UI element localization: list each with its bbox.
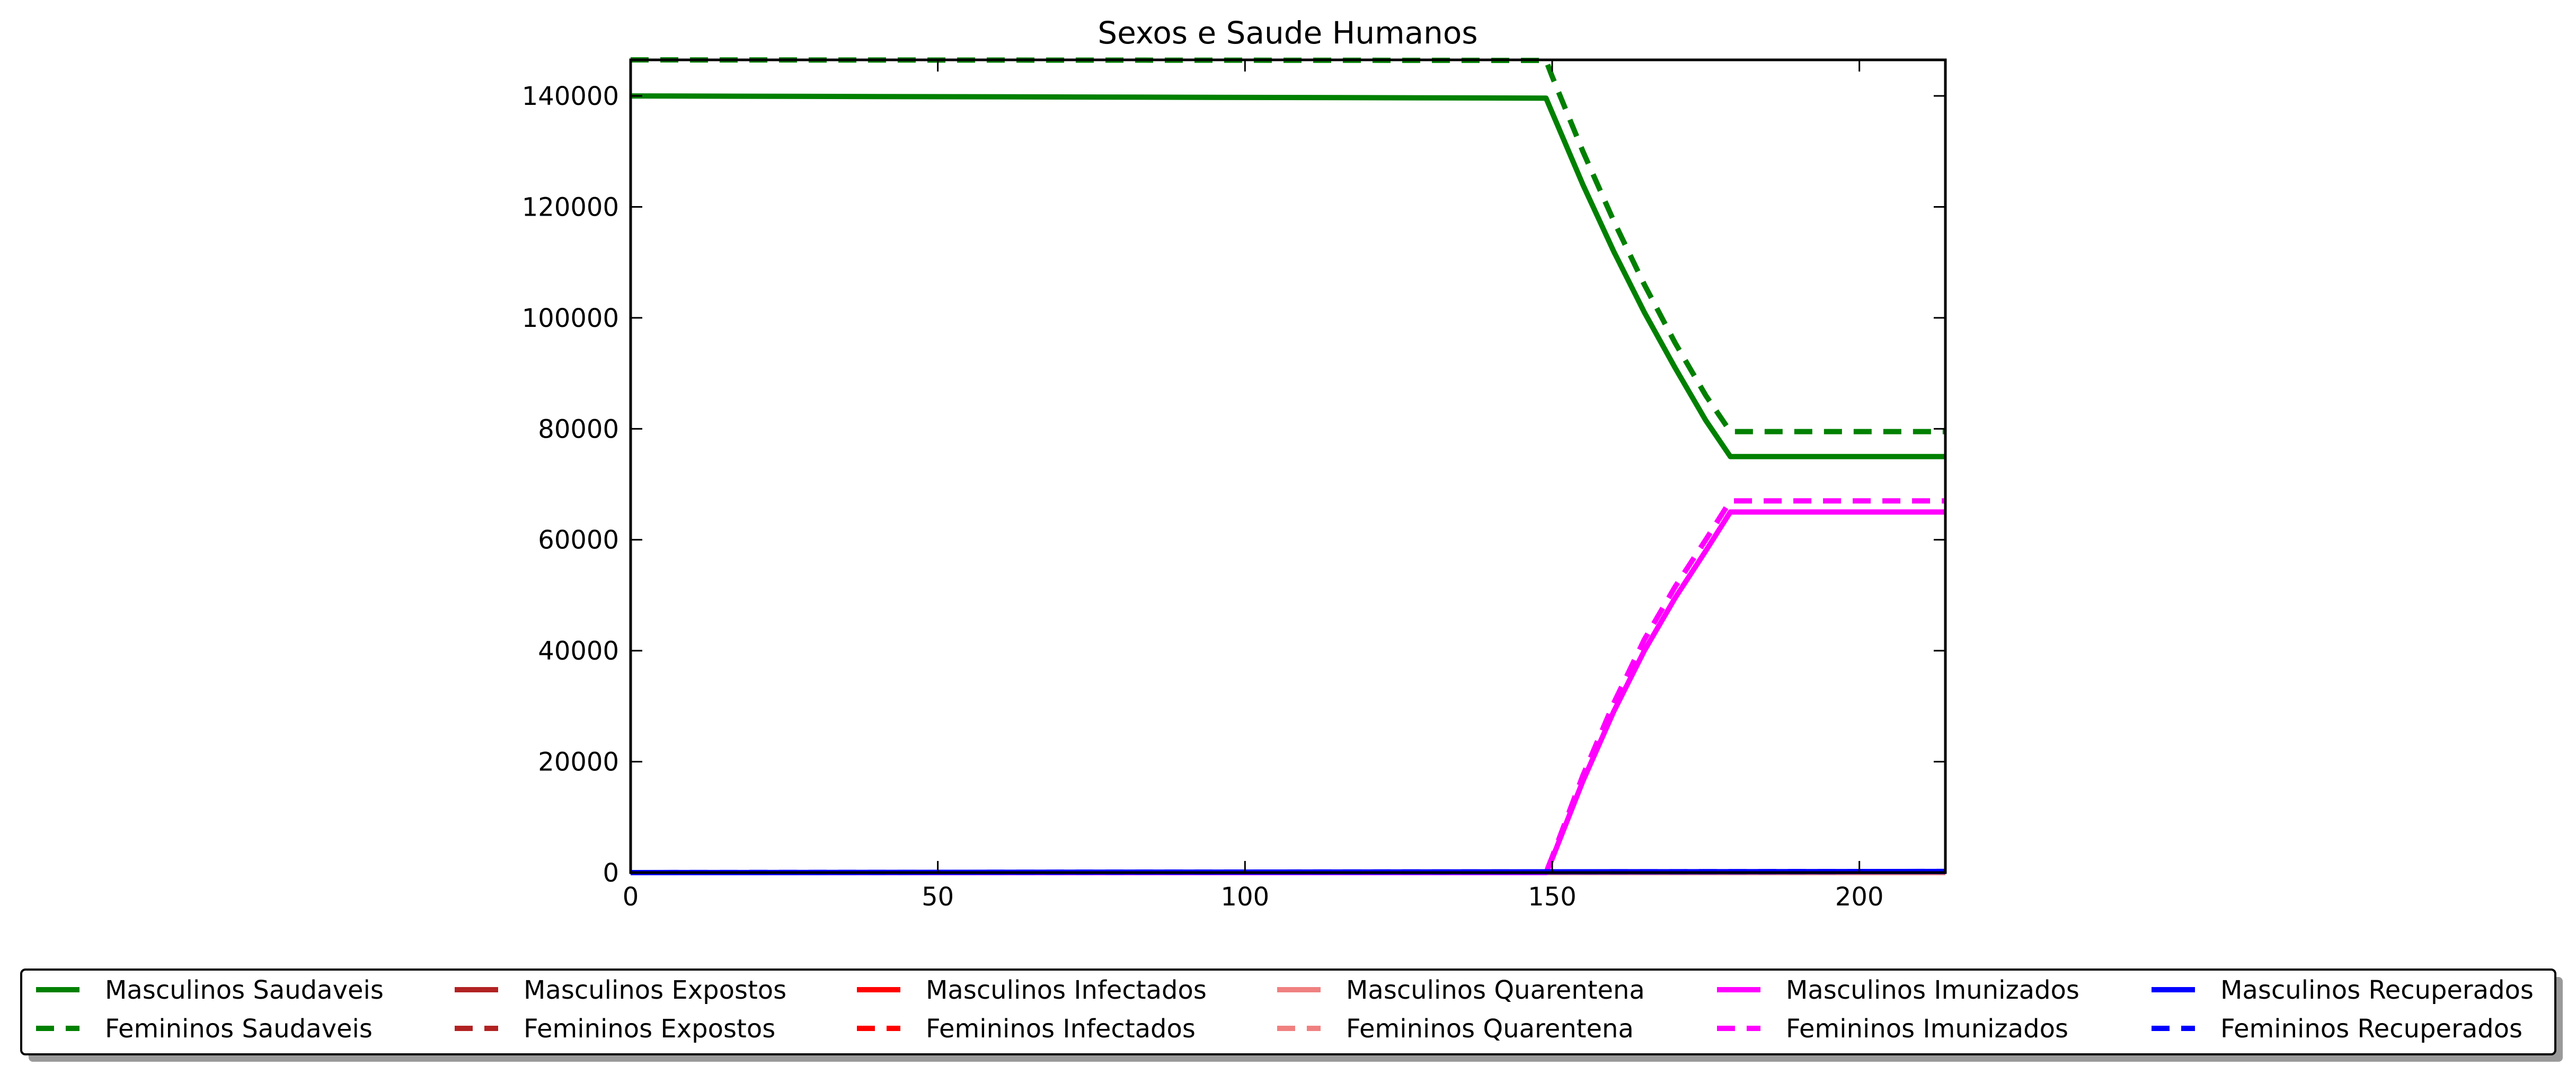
plot-frame xyxy=(629,58,1947,874)
y-tick-label: 20000 xyxy=(538,748,619,777)
x-tick-label: 150 xyxy=(1528,882,1577,912)
legend-label-femininos-infectados: Femininos Infectados xyxy=(926,1014,1196,1044)
y-tick-label: 0 xyxy=(603,858,619,888)
legend-label-masculinos-expostos: Masculinos Expostos xyxy=(524,975,786,1005)
series-line-masculinos-saudaveis xyxy=(630,93,1945,459)
series-line-femininos-imunizados xyxy=(631,498,1945,875)
chart-title: Sexos e Saude Humanos xyxy=(1097,15,1477,51)
y-tick-label: 60000 xyxy=(538,526,619,555)
legend-label-femininos-recuperados: Femininos Recuperados xyxy=(2220,1014,2522,1044)
legend-label-masculinos-quarentena: Masculinos Quarentena xyxy=(1346,975,1645,1005)
y-tick-label: 120000 xyxy=(522,192,619,222)
legend-label-femininos-imunizados: Femininos Imunizados xyxy=(1786,1014,2068,1044)
legend-label-masculinos-imunizados: Masculinos Imunizados xyxy=(1786,975,2079,1005)
y-tick-label: 80000 xyxy=(538,414,619,444)
ticks-layer: 0 50 100 150 200 0 20000 40000 60000 80000 100000 1… xyxy=(522,60,1945,912)
x-tick-label: 200 xyxy=(1835,882,1884,912)
series-line-femininos-saudaveis xyxy=(630,57,1945,434)
x-tick-label: 50 xyxy=(922,882,954,912)
legend-label-femininos-saudaveis: Femininos Saudaveis xyxy=(105,1014,373,1044)
legend-label-femininos-quarentena: Femininos Quarentena xyxy=(1346,1014,1634,1044)
legend-label-masculinos-infectados: Masculinos Infectados xyxy=(926,975,1207,1005)
legend: Masculinos Saudaveis Femininos Saudaveis M… xyxy=(20,969,2563,1062)
y-tick-label: 140000 xyxy=(522,82,619,111)
series-layer xyxy=(630,57,1946,875)
x-tick-label: 100 xyxy=(1221,882,1270,912)
series-line-masculinos-imunizados xyxy=(631,509,1945,875)
y-tick-label: 100000 xyxy=(522,304,619,333)
legend-box xyxy=(20,969,2556,1055)
legend-label-masculinos-recuperados: Masculinos Recuperados xyxy=(2220,975,2534,1005)
x-tick-label: 0 xyxy=(623,882,639,912)
legend-label-femininos-expostos: Femininos Expostos xyxy=(524,1014,775,1044)
y-tick-label: 40000 xyxy=(538,636,619,666)
legend-label-masculinos-saudaveis: Masculinos Saudaveis xyxy=(105,975,384,1005)
